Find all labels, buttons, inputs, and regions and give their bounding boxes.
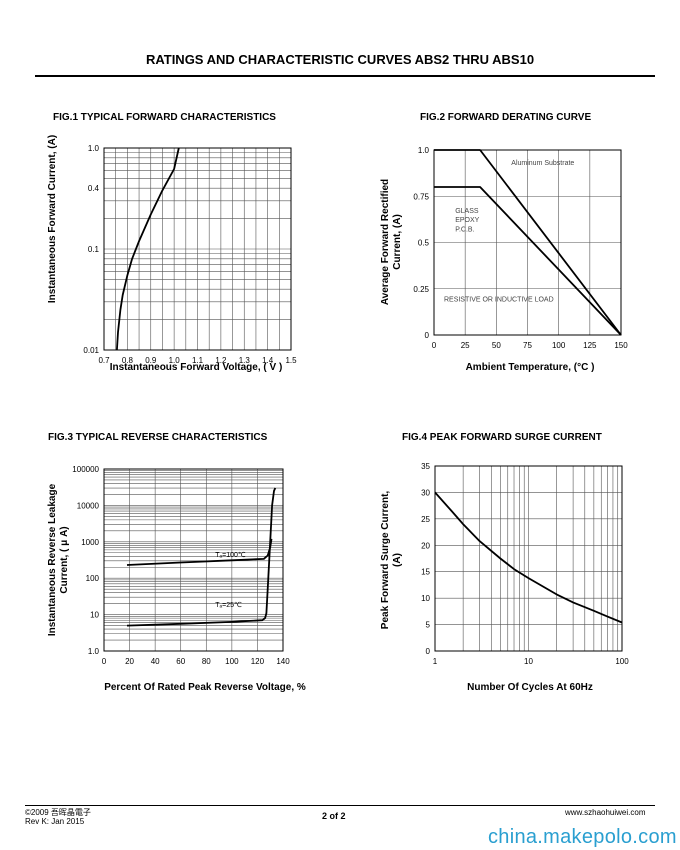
annotation-epoxy: EPOXY (455, 217, 479, 224)
y-tick-label: 5 (426, 621, 431, 630)
y-tick-label: 0.5 (418, 239, 430, 248)
x-tick-label: 1.2 (215, 356, 227, 365)
y-tick-label: 1.0 (88, 144, 100, 153)
plot-frame (434, 465, 623, 652)
x-axis-label: Ambient Temperature, (°C ) (466, 362, 595, 373)
footer-rule (25, 805, 655, 806)
x-tick-label: 140 (276, 657, 290, 666)
fig1-title: FIG.1 TYPICAL FORWARD CHARACTERISTICS (53, 112, 276, 123)
y-axis-label: Current, (A) (392, 214, 403, 270)
x-tick-label: 0.9 (145, 356, 157, 365)
y-tick-label: 0 (425, 331, 430, 340)
y-tick-label: 1.0 (418, 146, 430, 155)
y-axis-label: Peak Forward Surge Current, (380, 491, 391, 630)
x-tick-label: 0.8 (122, 356, 134, 365)
y-tick-label: 0 (426, 647, 431, 656)
x-tick-label: 1 (433, 657, 438, 666)
y-tick-label: 0.75 (413, 192, 429, 201)
x-tick-label: 150 (614, 341, 628, 350)
y-axis-label: (A) (392, 553, 403, 567)
x-tick-label: 1.0 (169, 356, 181, 365)
y-tick-label: 30 (421, 488, 430, 497)
y-tick-label: 20 (421, 541, 430, 550)
footer-copyright: ©2009 吾晖晶電子 (25, 808, 91, 817)
fig3-chart: 0 20 40 60 80 100 120 140 1.0 10 100 1000 10000 10000… (47, 465, 306, 693)
x-axis-label: Percent Of Rated Peak Reverse Voltage, % (104, 682, 306, 693)
y-tick-label: 25 (421, 515, 430, 524)
y-tick-label: 0.1 (88, 245, 100, 254)
page-title: RATINGS AND CHARACTERISTIC CURVES ABS2 T… (145, 52, 535, 67)
x-axis-label: Instantaneous Forward Voltage, ( V ) (110, 362, 283, 373)
x-tick-label: 20 (125, 657, 134, 666)
plot-frame (103, 147, 292, 351)
annotation-glass: GLASS (455, 208, 479, 215)
watermark: china.makepolo.com (488, 826, 677, 848)
annotation-ta-100: Tₐ=100℃ (215, 552, 246, 559)
annotation-pcb: P.C.B. (455, 226, 474, 233)
x-tick-label: 10 (524, 657, 533, 666)
x-tick-label: 50 (492, 341, 501, 350)
x-tick-label: 100 (552, 341, 566, 350)
x-tick-label: 1.1 (192, 356, 204, 365)
footer-revision: Rev K: Jan 2015 (25, 817, 85, 826)
fig4-chart: 1 10 100 0 5 10 15 20 25 30 35 Number Of Cycles At … (380, 462, 629, 693)
fig1-chart: 0.7 0.8 0.9 1.0 1.1 1.2 1.3 1.4 1.5 0.01 0.1 0.4 1.0… (47, 135, 297, 373)
y-axis-label: Average Forward Rectified (380, 179, 391, 305)
y-axis-label: Instantaneous Forward Current, (A) (47, 135, 58, 303)
y-tick-label: 10 (90, 611, 99, 620)
x-tick-label: 100 (615, 657, 629, 666)
x-tick-label: 100 (225, 657, 239, 666)
x-tick-label: 60 (176, 657, 185, 666)
y-tick-label: 10000 (77, 501, 100, 510)
fig2-title: FIG.2 FORWARD DERATING CURVE (420, 112, 592, 123)
y-tick-label: 15 (421, 568, 430, 577)
x-tick-label: 0 (432, 341, 437, 350)
header-rule (35, 75, 655, 77)
annotation-aluminum: Aluminum Substrate (511, 160, 574, 167)
x-tick-label: 0 (102, 657, 107, 666)
x-tick-label: 1.4 (262, 356, 274, 365)
y-tick-label: 10 (421, 594, 430, 603)
y-axis-label: Current, ( μ A) (59, 526, 70, 593)
fig2-chart: 0 25 50 75 100 125 150 0 0.25 0.5 0.75 1.0 Ambient T… (380, 146, 628, 373)
x-tick-label: 1.5 (285, 356, 297, 365)
y-tick-label: 0.01 (83, 346, 99, 355)
series-line-1 (434, 491, 623, 624)
x-axis-label: Number Of Cycles At 60Hz (467, 682, 593, 693)
y-tick-label: 35 (421, 462, 430, 471)
y-tick-label: 0.4 (88, 184, 100, 193)
annotation-load: RESISTIVE OR INDUCTIVE LOAD (444, 297, 554, 304)
fig4-title: FIG.4 PEAK FORWARD SURGE CURRENT (402, 432, 602, 443)
y-tick-label: 1.0 (88, 647, 100, 656)
x-tick-label: 0.7 (98, 356, 110, 365)
fig3-title: FIG.3 TYPICAL REVERSE CHARACTERISTICS (48, 432, 268, 443)
series-line-1 (434, 149, 622, 336)
y-tick-label: 100 (86, 574, 100, 583)
plot-frame (103, 468, 284, 652)
x-tick-label: 120 (251, 657, 265, 666)
annotation-ta-25: Tₐ=25℃ (215, 602, 242, 609)
footer-website[interactable]: www.szhaohuiwei.com (565, 808, 646, 817)
series-line-2 (434, 186, 622, 336)
series-line-1 (116, 147, 180, 351)
x-tick-label: 80 (202, 657, 211, 666)
y-tick-label: 0.25 (413, 285, 429, 294)
y-tick-label: 1000 (81, 538, 99, 547)
plot-frame (433, 149, 622, 336)
x-tick-label: 40 (151, 657, 160, 666)
x-tick-label: 1.3 (239, 356, 251, 365)
x-tick-label: 125 (583, 341, 597, 350)
footer-page-number: 2 of 2 (322, 811, 346, 821)
series-line-2 (126, 487, 277, 627)
y-tick-label: 100000 (72, 465, 99, 474)
y-axis-label: Instantaneous Reverse Leakage (47, 483, 58, 636)
x-tick-label: 75 (523, 341, 532, 350)
x-tick-label: 25 (461, 341, 470, 350)
